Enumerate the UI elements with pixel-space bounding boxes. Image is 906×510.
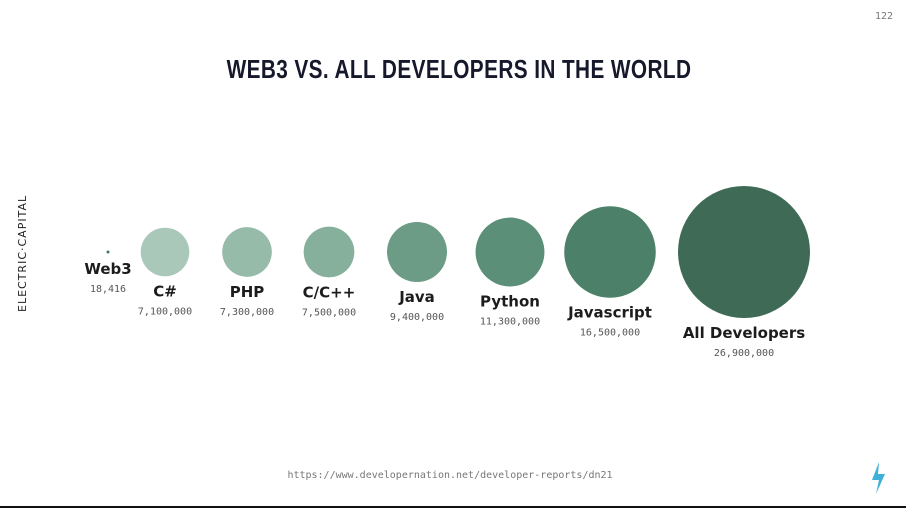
category-label: Web3 [84,260,131,278]
category-label: Java [398,288,435,306]
brand: ELECTRIC·CAPITAL [16,195,29,312]
bubble [106,250,110,254]
category-label: All Developers [683,324,805,342]
bubble [222,227,272,277]
category-label: C# [153,282,177,300]
logo-bolt [872,462,885,494]
category-label: Python [480,292,540,310]
value-label: 9,400,000 [390,312,444,323]
chart-title: WEB3 VS. ALL DEVELOPERS IN THE WORLD [227,55,692,84]
bubble [678,186,810,318]
bubble [475,217,545,287]
value-label: 7,500,000 [302,307,356,318]
bubble [303,226,355,278]
value-label: 7,300,000 [220,307,274,318]
category-label: PHP [230,283,265,301]
bubble [564,206,656,298]
value-label: 11,300,000 [480,316,540,327]
bubble [387,222,447,282]
category-label: Javascript [567,304,652,322]
value-label: 18,416 [90,284,126,295]
source: https://www.developernation.net/develope… [287,470,612,481]
value-label: 26,900,000 [714,348,774,359]
bubble [140,227,190,277]
value-label: 16,500,000 [580,328,640,339]
page-number: 122 [875,11,893,22]
value-label: 7,100,000 [138,306,192,317]
category-label: C/C++ [303,283,356,301]
